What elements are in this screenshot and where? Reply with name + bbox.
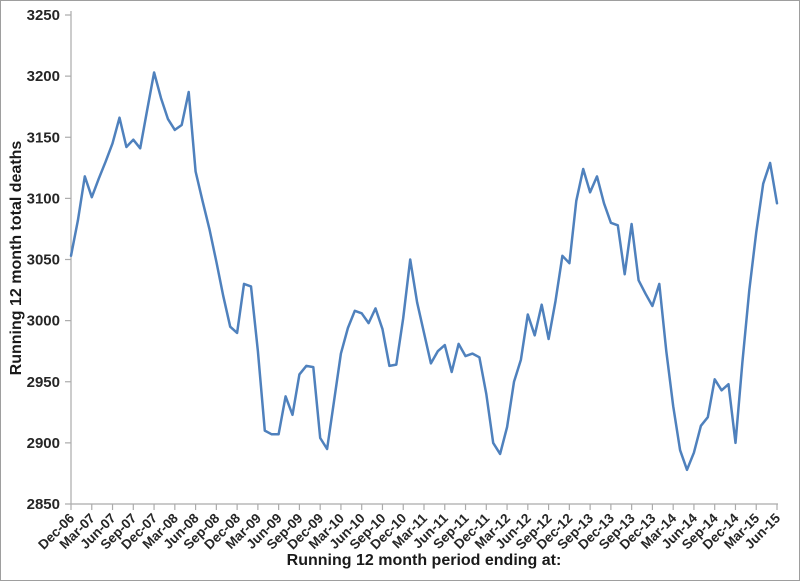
y-tick-label: 2900 [27, 435, 60, 452]
y-tick-label: 3050 [27, 252, 60, 269]
y-tick-label: 3250 [27, 7, 60, 24]
y-tick-label: 2950 [27, 374, 60, 391]
y-tick-label: 3150 [27, 129, 60, 146]
data-line-series [69, 71, 779, 472]
y-axis-title: Running 12 month total deaths [8, 140, 25, 376]
y-tick-label: 3000 [27, 313, 60, 330]
y-tick-label: 2850 [27, 496, 60, 513]
y-tick-label: 3100 [27, 190, 60, 207]
plot-area [71, 15, 777, 504]
y-tick-label: 3200 [27, 68, 60, 85]
x-axis-title: Running 12 month period ending at: [286, 552, 562, 569]
